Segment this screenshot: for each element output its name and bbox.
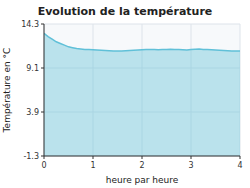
y-axis-line bbox=[44, 24, 45, 156]
y-grid-line bbox=[44, 24, 240, 25]
area-fill bbox=[44, 33, 240, 156]
grid bbox=[44, 24, 240, 156]
y-axis-label: Température en °C bbox=[2, 48, 12, 134]
x-tick-label: 3 bbox=[188, 161, 193, 170]
y-tick-label: 3.9 bbox=[26, 108, 39, 117]
y-tick bbox=[41, 68, 44, 69]
chart-container: 0 1 2 3 4 -1.3 3.9 9.1 14.3 heure par heure Tempér… bbox=[0, 0, 250, 188]
y-tick bbox=[41, 24, 44, 25]
x-tick bbox=[191, 156, 192, 159]
y-tick-label: 9.1 bbox=[26, 64, 39, 73]
x-tick-label: 1 bbox=[90, 161, 95, 170]
chart-title: Evolution de la température bbox=[38, 5, 213, 18]
data-group bbox=[44, 33, 240, 156]
chart-svg: 0 1 2 3 4 -1.3 3.9 9.1 14.3 heure par heure Tempér… bbox=[0, 0, 250, 188]
x-axis-label: heure par heure bbox=[106, 175, 179, 185]
x-tick bbox=[142, 156, 143, 159]
y-tick bbox=[41, 112, 44, 113]
y-tick-label: 14.3 bbox=[21, 20, 39, 29]
x-tick-label: 0 bbox=[41, 161, 46, 170]
x-tick bbox=[93, 156, 94, 159]
x-tick bbox=[240, 156, 241, 159]
area-line bbox=[44, 33, 240, 51]
plot-background bbox=[44, 24, 240, 156]
y-tick bbox=[41, 156, 44, 157]
x-grid-line bbox=[44, 24, 45, 156]
axes: 0 1 2 3 4 -1.3 3.9 9.1 14.3 bbox=[21, 20, 242, 170]
x-tick-label: 4 bbox=[237, 161, 242, 170]
x-tick-label: 2 bbox=[139, 161, 144, 170]
y-tick-label: -1.3 bbox=[23, 152, 39, 161]
